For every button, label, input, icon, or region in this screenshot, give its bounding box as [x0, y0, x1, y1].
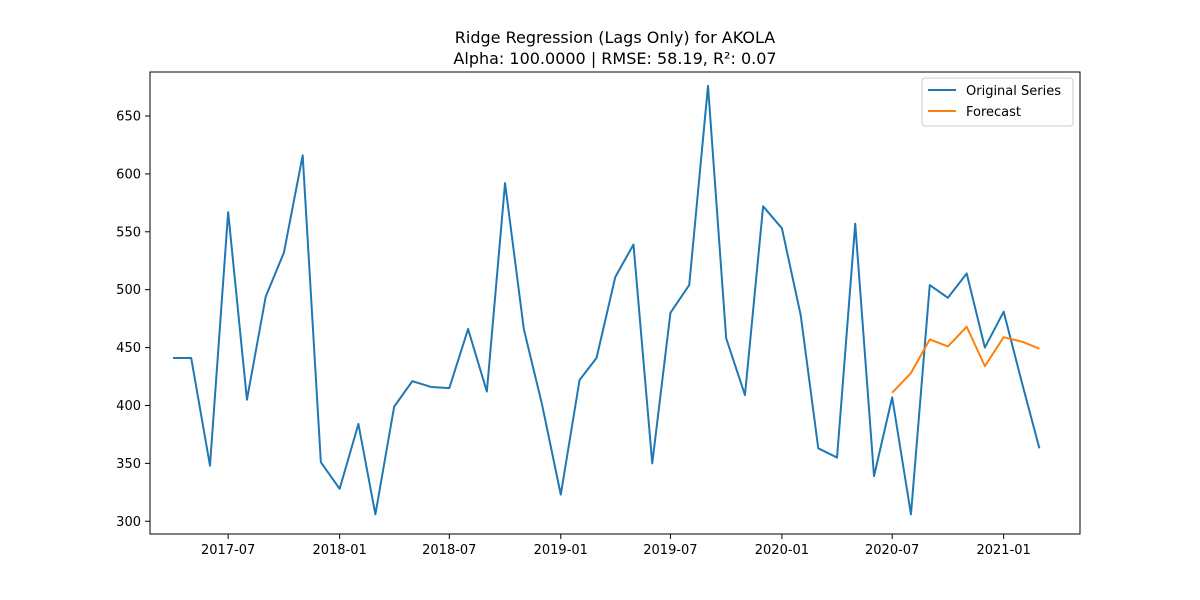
series-lines [173, 84, 1041, 516]
legend-label-forecast: Forecast [966, 105, 1021, 120]
y-tick-label: 600 [116, 167, 141, 182]
x-tick-label: 2019-07 [643, 543, 697, 558]
x-tick-label: 2020-01 [755, 543, 809, 558]
y-tick-label: 400 [116, 399, 141, 414]
chart-title: Ridge Regression (Lags Only) for AKOLA [455, 28, 775, 47]
legend-box [921, 77, 1074, 127]
y-tick-label: 450 [116, 341, 141, 356]
y-tick-label: 550 [116, 225, 141, 240]
x-tick-label: 2017-07 [201, 543, 255, 558]
legend: Original Series Forecast [921, 77, 1074, 127]
x-tick-label: 2021-01 [976, 543, 1030, 558]
y-tick-label: 650 [116, 110, 141, 125]
series-line-forecast [891, 325, 1040, 394]
y-tick-label: 350 [116, 457, 141, 472]
y-axis: 300 350 400 450 500 550 600 650 [116, 110, 150, 530]
x-tick-label: 2018-07 [422, 543, 476, 558]
legend-label-original: Original Series [966, 84, 1061, 99]
y-tick-label: 300 [116, 515, 141, 530]
y-tick-label: 500 [116, 283, 141, 298]
x-tick-label: 2020-07 [865, 543, 919, 558]
series-line-original-series [173, 84, 1041, 516]
plot-frame [149, 71, 1081, 535]
x-tick-label: 2019-01 [534, 543, 588, 558]
x-tick-label: 2018-01 [312, 543, 366, 558]
chart-subtitle: Alpha: 100.0000 | RMSE: 58.19, R²: 0.07 [453, 49, 776, 68]
x-axis: 2017-07 2018-01 2018-07 2019-01 2019-07 2020-… [201, 534, 1031, 558]
